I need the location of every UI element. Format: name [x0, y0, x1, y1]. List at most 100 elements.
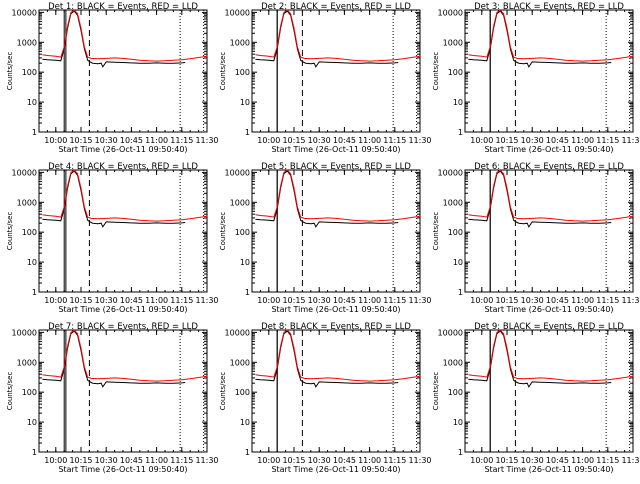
series-line-lld [42, 329, 208, 382]
y-tick-label: 10000 [225, 8, 250, 17]
x-tick-label: 10:30 [95, 296, 118, 305]
x-tick-label: 10:45 [120, 136, 143, 145]
x-tick-label: 11:15 [383, 136, 406, 145]
x-tick-label: 11:30 [408, 136, 431, 145]
x-tick-label: 10:15 [69, 456, 92, 465]
x-tick-label: 10:15 [69, 136, 92, 145]
panel-title: Det 4: BLACK = Events, RED = LLD [48, 162, 198, 172]
y-tick-label: 1000 [17, 198, 37, 207]
y-axis-label: Counts/sec [432, 212, 440, 251]
x-tick-label: 11:00 [571, 296, 594, 305]
panel-title: Det 2: BLACK = Events, RED = LLD [261, 2, 411, 12]
y-tick-label: 10000 [12, 168, 37, 177]
x-tick-label: 10:15 [495, 456, 518, 465]
y-tick-label: 10 [240, 258, 250, 267]
x-tick-label: 11:30 [621, 296, 640, 305]
x-tick-label: 10:30 [521, 296, 544, 305]
series-line-lld [255, 329, 421, 382]
y-tick-label: 1 [458, 448, 463, 457]
y-axis-label: Counts/sec [6, 52, 14, 91]
x-tick-label: 11:15 [596, 296, 619, 305]
x-tick-label: 11:00 [571, 456, 594, 465]
x-tick-label: 10:00 [44, 456, 67, 465]
x-tick-label: 10:30 [521, 136, 544, 145]
x-tick-label: 10:30 [308, 456, 331, 465]
y-axis-label: Counts/sec [219, 212, 227, 251]
x-axis-label: Start Time (26-Oct-11 09:50:40) [484, 305, 613, 314]
x-tick-label: 10:45 [333, 136, 356, 145]
y-tick-label: 100 [235, 228, 250, 237]
x-tick-label: 10:45 [546, 296, 569, 305]
x-tick-label: 11:00 [358, 136, 381, 145]
panel-title: Det 9: BLACK = Events, RED = LLD [474, 322, 624, 332]
x-tick-label: 11:00 [358, 456, 381, 465]
series-line-lld [42, 169, 208, 222]
y-axis-label: Counts/sec [432, 372, 440, 411]
x-tick-label: 11:15 [596, 456, 619, 465]
y-tick-label: 1 [245, 448, 250, 457]
y-tick-label: 10 [27, 98, 37, 107]
y-tick-label: 100 [448, 228, 463, 237]
x-tick-label: 10:30 [521, 456, 544, 465]
x-tick-label: 10:30 [308, 296, 331, 305]
x-tick-label: 10:45 [546, 136, 569, 145]
y-tick-label: 1 [32, 448, 37, 457]
x-tick-label: 10:00 [470, 456, 493, 465]
panel-det-6: Det 6: BLACK = Events, RED = LLD 1 10 100 10… [432, 162, 640, 314]
x-tick-label: 10:00 [44, 296, 67, 305]
x-tick-label: 10:00 [44, 136, 67, 145]
x-tick-label: 11:00 [571, 136, 594, 145]
x-axis-label: Start Time (26-Oct-11 09:50:40) [58, 305, 187, 314]
x-tick-label: 11:30 [195, 296, 218, 305]
x-tick-label: 10:45 [546, 456, 569, 465]
x-tick-label: 10:00 [257, 456, 280, 465]
panel-title: Det 5: BLACK = Events, RED = LLD [261, 162, 411, 172]
y-axis-label: Counts/sec [219, 372, 227, 411]
y-tick-label: 10000 [12, 8, 37, 17]
y-tick-label: 100 [22, 388, 37, 397]
x-tick-label: 10:00 [470, 136, 493, 145]
x-tick-label: 10:15 [282, 296, 305, 305]
panel-title: Det 7: BLACK = Events, RED = LLD [48, 322, 198, 332]
x-tick-label: 10:30 [95, 456, 118, 465]
x-tick-label: 11:30 [408, 456, 431, 465]
x-tick-label: 11:15 [383, 296, 406, 305]
x-tick-label: 10:15 [69, 296, 92, 305]
x-tick-label: 10:30 [95, 136, 118, 145]
x-tick-label: 10:45 [120, 296, 143, 305]
x-tick-label: 10:45 [333, 456, 356, 465]
x-tick-label: 11:00 [358, 296, 381, 305]
panel-title: Det 3: BLACK = Events, RED = LLD [474, 2, 624, 12]
y-tick-label: 10 [240, 418, 250, 427]
y-axis-label: Counts/sec [432, 52, 440, 91]
x-tick-label: 11:30 [408, 296, 431, 305]
y-tick-label: 10 [453, 258, 463, 267]
x-tick-label: 10:45 [120, 456, 143, 465]
y-tick-label: 1 [245, 288, 250, 297]
y-tick-label: 10000 [12, 328, 37, 337]
y-tick-label: 100 [22, 228, 37, 237]
series-line-lld [255, 169, 421, 222]
y-tick-label: 10000 [438, 168, 463, 177]
y-tick-label: 1000 [17, 358, 37, 367]
x-tick-label: 11:00 [145, 296, 168, 305]
panel-det-4: Det 4: BLACK = Events, RED = LLD 1 10 100 10… [6, 162, 219, 314]
y-tick-label: 10000 [225, 168, 250, 177]
y-tick-label: 100 [448, 68, 463, 77]
x-axis-label: Start Time (26-Oct-11 09:50:40) [58, 465, 187, 474]
x-tick-label: 11:15 [170, 136, 193, 145]
y-tick-label: 100 [448, 388, 463, 397]
y-axis-label: Counts/sec [219, 52, 227, 91]
y-tick-label: 100 [235, 68, 250, 77]
y-tick-label: 10 [27, 418, 37, 427]
y-tick-label: 10 [240, 98, 250, 107]
x-axis-label: Start Time (26-Oct-11 09:50:40) [271, 145, 400, 154]
y-tick-label: 1000 [443, 198, 463, 207]
panel-det-8: Det 8: BLACK = Events, RED = LLD 1 10 100 10… [219, 322, 432, 474]
series-line-lld [42, 9, 208, 62]
series-line-lld [468, 9, 634, 62]
y-axis-label: Counts/sec [6, 372, 14, 411]
x-tick-label: 10:45 [333, 296, 356, 305]
y-tick-label: 1 [458, 288, 463, 297]
